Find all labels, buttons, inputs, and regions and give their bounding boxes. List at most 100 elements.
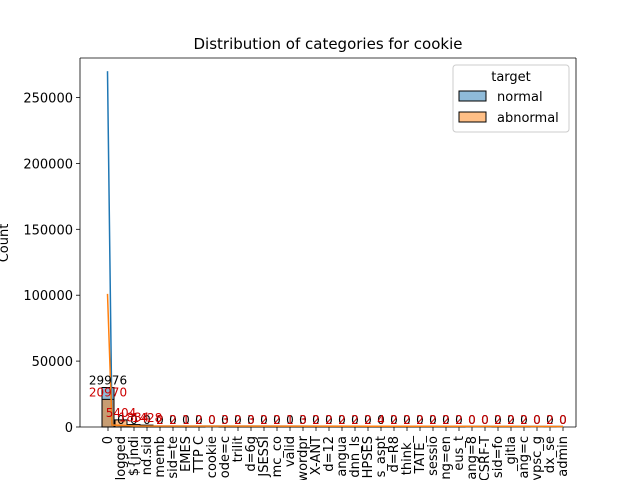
data-label-abnormal: 2 — [195, 413, 203, 427]
data-label-normal: 0 — [481, 413, 489, 427]
x-tick-label: trilit — [231, 436, 246, 462]
x-tick-label: ode=c — [218, 436, 233, 478]
data-label-abnormal: 1834 — [119, 411, 150, 425]
x-tick-label: _gitla — [504, 436, 519, 472]
legend-swatch-abnormal — [458, 111, 487, 123]
data-label-abnormal: 2 — [325, 413, 333, 427]
legend-swatch-normal — [458, 90, 487, 102]
data-label-normal: 0 — [273, 413, 281, 427]
data-label-abnormal: 0 — [208, 413, 216, 427]
y-tick-label: 150000 — [23, 223, 73, 238]
data-label-abnormal: 2 — [390, 413, 398, 427]
x-tick-label: s_aspt — [374, 436, 389, 477]
data-label-normal: 0 — [117, 413, 125, 427]
plot-area: 0500001000001500002000002500000logged${j… — [23, 57, 577, 480]
data-label-abnormal: 2 — [507, 413, 515, 427]
x-tick-label: wordpr — [296, 435, 311, 480]
data-label-normal: 0 — [299, 413, 307, 427]
x-tick-label: mc_co — [270, 436, 285, 477]
x-tick-label: think_ — [400, 436, 415, 476]
x-tick-label: TTP C — [192, 436, 207, 474]
x-tick-label: valid — [283, 436, 298, 467]
data-label-abnormal: 2 — [273, 413, 281, 427]
x-tick-label: X-ANT — [309, 436, 324, 475]
data-label-normal: 29976 — [89, 373, 127, 387]
data-label-abnormal: 2 — [260, 413, 268, 427]
x-tick-label: sid=fo — [491, 436, 506, 478]
data-label-abnormal: 1428 — [132, 411, 163, 425]
data-label-abnormal: 2 — [442, 413, 450, 427]
data-label-abnormal: 3 — [299, 413, 307, 427]
x-tick-label: d=12 — [322, 436, 337, 472]
data-label-normal: 0 — [247, 413, 255, 427]
data-label-normal: 0 — [156, 413, 164, 427]
x-tick-label: ng=en — [439, 436, 454, 480]
data-label-normal: 0 — [312, 413, 320, 427]
data-label-normal: 0 — [520, 413, 528, 427]
y-axis-label: Count — [0, 224, 12, 263]
data-label-abnormal: 2 — [312, 413, 320, 427]
x-tick-label: memb — [153, 436, 168, 478]
data-label-normal: 0 — [546, 413, 554, 427]
data-label-normal: 0 — [169, 413, 177, 427]
x-tick-label: ${jndi — [127, 436, 142, 476]
x-tick-label: vpsc_g — [530, 436, 545, 480]
data-label-abnormal: 2 — [169, 413, 177, 427]
data-label-abnormal: 2 — [351, 413, 359, 427]
x-tick-label: sessio — [426, 436, 441, 476]
x-tick-label: cookie — [205, 436, 220, 478]
x-tick-label: logged — [114, 436, 129, 480]
data-label-normal: 0 — [338, 413, 346, 427]
data-label-normal: 0 — [429, 413, 437, 427]
data-label-normal: 0 — [377, 413, 385, 427]
data-label-abnormal: 2 — [364, 413, 372, 427]
data-label-normal: 0 — [221, 413, 229, 427]
x-tick-label: ang=c — [517, 436, 532, 479]
data-label-normal: 0 — [494, 413, 502, 427]
data-label-normal: 0 — [351, 413, 359, 427]
y-tick-label: 50000 — [32, 355, 73, 370]
data-label-normal: 0 — [260, 413, 268, 427]
x-tick-label: d=R8 — [387, 436, 402, 472]
legend-entry-normal: normal — [497, 90, 543, 105]
y-tick-label: 0 — [65, 421, 73, 436]
data-label-abnormal: 3 — [221, 413, 229, 427]
data-label-normal: 0 — [364, 413, 372, 427]
data-label-abnormal: 2 — [403, 413, 411, 427]
data-label-abnormal: 0 — [533, 413, 541, 427]
data-label-abnormal: 3 — [247, 413, 255, 427]
data-label-abnormal: 0 — [481, 413, 489, 427]
data-label-abnormal: 2 — [455, 413, 463, 427]
data-label-abnormal: 2 — [156, 413, 164, 427]
data-label-normal: 0 — [468, 413, 476, 427]
x-tick-label: EMES — [179, 436, 194, 472]
kde-line-abnormal — [106, 293, 564, 428]
data-label-normal: 0 — [195, 413, 203, 427]
data-label-normal: 0 — [234, 413, 242, 427]
x-tick-label: nd.sid — [140, 436, 155, 475]
data-label-normal: 0 — [533, 413, 541, 427]
data-label-normal: 0 — [208, 413, 216, 427]
x-tick-label: d=6g — [244, 436, 259, 472]
data-label-abnormal: 1 — [286, 413, 294, 427]
x-tick-label: angua — [335, 436, 350, 477]
y-tick-label: 100000 — [23, 289, 73, 304]
data-label-abnormal: 0 — [559, 413, 567, 427]
data-label-normal: 0 — [130, 413, 138, 427]
data-label-abnormal: 0 — [468, 413, 476, 427]
x-tick-label: JSESSI — [257, 436, 272, 478]
data-label-abnormal: 1 — [182, 413, 190, 427]
data-label-normal: 0 — [416, 413, 424, 427]
data-label-normal: 0 — [325, 413, 333, 427]
data-label-abnormal: 5404 — [106, 406, 137, 420]
x-tick-label: dx_se — [543, 436, 558, 473]
y-tick-label: 200000 — [23, 157, 73, 172]
data-label-normal: 0 — [559, 413, 567, 427]
x-tick-label: sid=te — [166, 436, 181, 479]
data-label-normal: 0 — [286, 413, 294, 427]
data-label-abnormal: 2 — [416, 413, 424, 427]
data-label-abnormal: 2 — [234, 413, 242, 427]
bar-abnormal — [114, 419, 128, 428]
data-label-normal: 0 — [455, 413, 463, 427]
